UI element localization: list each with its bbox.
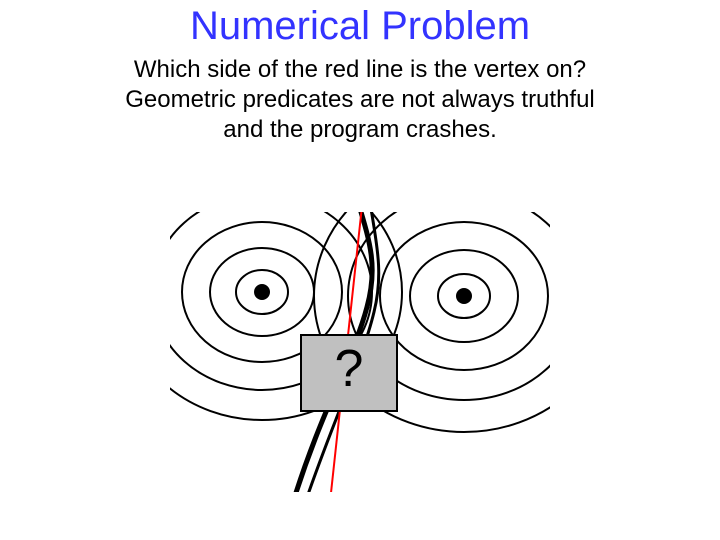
body-line-2: Geometric predicates are not always trut… (0, 85, 720, 115)
slide-title: Numerical Problem (0, 4, 720, 49)
figure: ? (170, 212, 550, 492)
question-box: ? (300, 334, 398, 412)
body-line-1: Which side of the red line is the vertex… (0, 55, 720, 85)
body-line-3: and the program crashes. (0, 115, 720, 145)
slide: Numerical Problem Which side of the red … (0, 4, 720, 540)
body-text: Which side of the red line is the vertex… (0, 55, 720, 145)
